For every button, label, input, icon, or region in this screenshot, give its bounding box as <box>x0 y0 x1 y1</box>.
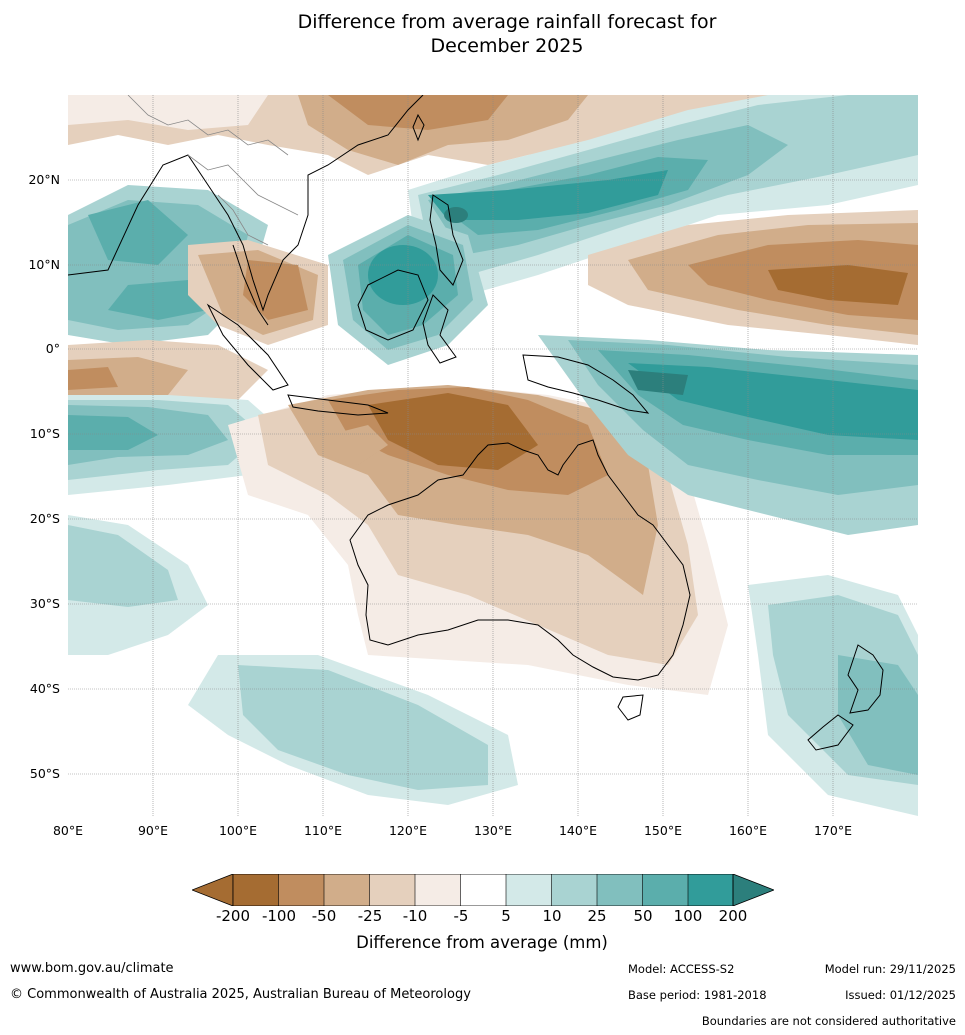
lat-label-50s: 50°S <box>29 766 60 781</box>
sulawesi-coastline <box>422 294 457 364</box>
colorbar-extend-low <box>192 874 234 906</box>
lat-label-20s: 20°S <box>29 511 60 526</box>
colorbar <box>192 874 774 906</box>
wet-anomaly-southwest-pacific <box>538 335 918 535</box>
website-text: www.bom.gov.au/climate <box>10 961 174 976</box>
colorbar-segment <box>642 874 688 906</box>
dry-anomaly-central-pacific <box>588 210 918 345</box>
lat-label-10s: 10°S <box>29 426 60 441</box>
colorbar-segment <box>688 874 733 906</box>
map-title: Difference from average rainfall forecas… <box>0 10 965 58</box>
lon-label-100e: 100°E <box>218 823 257 838</box>
colorbar-tick-label: -10 <box>402 907 428 925</box>
lat-label-40s: 40°S <box>29 681 60 696</box>
colorbar-segment <box>278 874 324 906</box>
colorbar-tick-label: 25 <box>587 907 607 925</box>
colorbar-tick-label: 10 <box>542 907 562 925</box>
country-borders <box>127 95 299 246</box>
colorbar-tick-label: -200 <box>215 907 251 925</box>
coastlines <box>68 95 884 751</box>
colorbar-tick-label: 5 <box>501 907 511 925</box>
lon-label-120e: 120°E <box>388 823 427 838</box>
map-graticule <box>68 95 918 816</box>
new-guinea-coastline <box>522 354 650 414</box>
colorbar-tick-label: -25 <box>357 907 383 925</box>
colorbar-segment <box>369 874 415 906</box>
java-coastline <box>287 394 389 416</box>
map-title-line2: December 2025 <box>430 35 584 57</box>
mainland-asia-coastline <box>68 95 424 312</box>
lon-label-90e: 90°E <box>137 823 169 838</box>
dry-anomaly-australia <box>228 385 728 695</box>
colorbar-dividers <box>278 874 689 906</box>
colorbar-tick-label: 100 <box>673 907 703 925</box>
colorbar-segment <box>460 874 506 906</box>
lat-label-0: 0° <box>45 341 60 356</box>
rainfall-anomaly-map <box>68 95 918 816</box>
sumatra-coastline <box>206 303 289 391</box>
dry-anomaly-equatorial-indian <box>68 340 268 405</box>
issued-text: Issued: 01/12/2025 <box>845 988 956 1002</box>
lat-label-20n: 20°N <box>28 172 60 187</box>
tasmania-coastline <box>617 694 644 721</box>
map-title-line1: Difference from average rainfall forecas… <box>297 11 717 33</box>
lat-label-10n: 10°N <box>28 257 60 272</box>
colorbar-title: Difference from average (mm) <box>356 933 608 952</box>
new-zealand-coastline <box>807 644 884 751</box>
colorbar-tick-label: -100 <box>261 907 297 925</box>
lon-label-150e: 150°E <box>643 823 682 838</box>
wet-anomaly-indian-ocean-south <box>68 395 288 495</box>
model-text: Model: ACCESS-S2 <box>628 962 735 976</box>
lat-label-30s: 30°S <box>29 596 60 611</box>
copyright-text: © Commonwealth of Australia 2025, Austra… <box>10 987 471 1002</box>
colorbar-tick-label: -50 <box>311 907 337 925</box>
lon-label-140e: 140°E <box>558 823 597 838</box>
malay-peninsula-coastline <box>232 244 269 326</box>
colorbar-tick-label: 50 <box>633 907 653 925</box>
colorbar-tick-label: -5 <box>453 907 469 925</box>
colorbar-segment <box>324 874 370 906</box>
philippines-coastline <box>429 194 464 286</box>
colorbar-tick-label: 200 <box>718 907 748 925</box>
boundaries-note: Boundaries are not considered authoritat… <box>701 1014 956 1028</box>
lon-label-170e: 170°E <box>813 823 852 838</box>
borneo-coastline <box>357 269 429 341</box>
colorbar-extend-high <box>732 874 774 906</box>
colorbar-segment <box>551 874 597 906</box>
wet-anomaly-southern-ocean <box>68 515 918 816</box>
base-period-text: Base period: 1981-2018 <box>628 988 767 1002</box>
colorbar-segment <box>233 874 279 906</box>
lon-label-130e: 130°E <box>473 823 512 838</box>
colorbar-border <box>232 874 734 906</box>
taiwan-coastline <box>412 113 425 142</box>
model-run-text: Model run: 29/11/2025 <box>824 962 956 976</box>
australia-coastline <box>349 439 691 681</box>
colorbar-segment <box>506 874 552 906</box>
colorbar-segment <box>597 874 643 906</box>
colorbar-segment <box>415 874 461 906</box>
lon-label-110e: 110°E <box>303 823 342 838</box>
lon-label-160e: 160°E <box>728 823 767 838</box>
lon-label-80e: 80°E <box>52 823 84 838</box>
dry-anomaly-indochina <box>188 240 328 345</box>
